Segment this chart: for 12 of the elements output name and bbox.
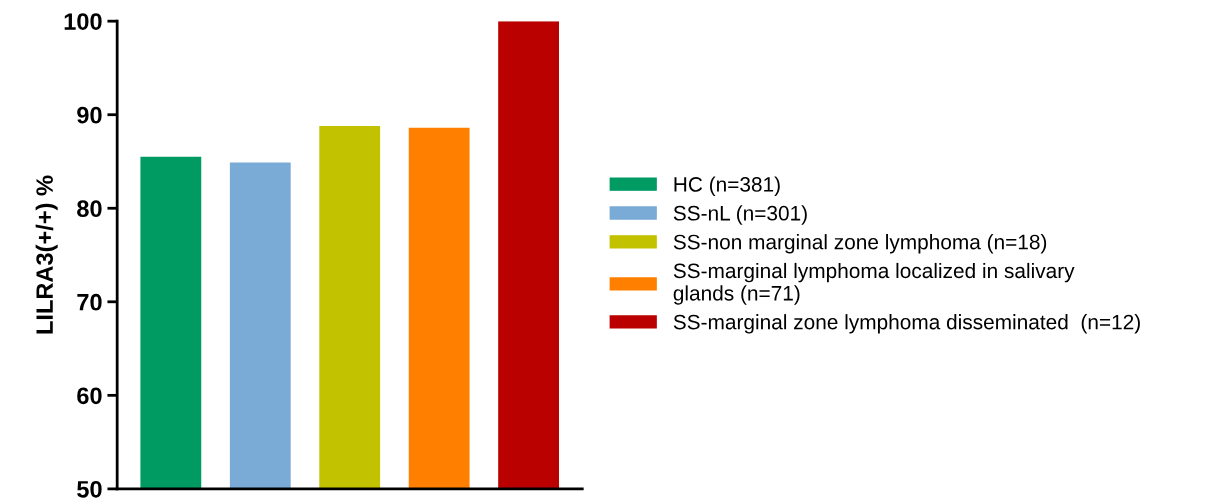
y-axis-title: LILRA3(+/+) %	[35, 175, 58, 334]
y-tick-label: 60	[77, 387, 102, 405]
y-tick-label: 50	[77, 480, 102, 498]
y-tick-label: 80	[77, 200, 102, 218]
y-tick-label: 70	[77, 293, 102, 311]
legend-label: HC (n=381)	[674, 176, 780, 196]
legend-label: SS-non marginal zone lymphoma (n=18)	[673, 234, 1047, 254]
y-tick-label: 100	[64, 13, 102, 30]
legend-label: SS-marginal zone lymphoma disseminated (n=12)	[673, 314, 1140, 334]
legend-label: SS-nL (n=301)	[673, 205, 807, 225]
legend-label: SS-marginal lymphoma localized in salivary glands (n=71)	[673, 262, 1075, 305]
y-tick-label: 90	[77, 106, 102, 124]
